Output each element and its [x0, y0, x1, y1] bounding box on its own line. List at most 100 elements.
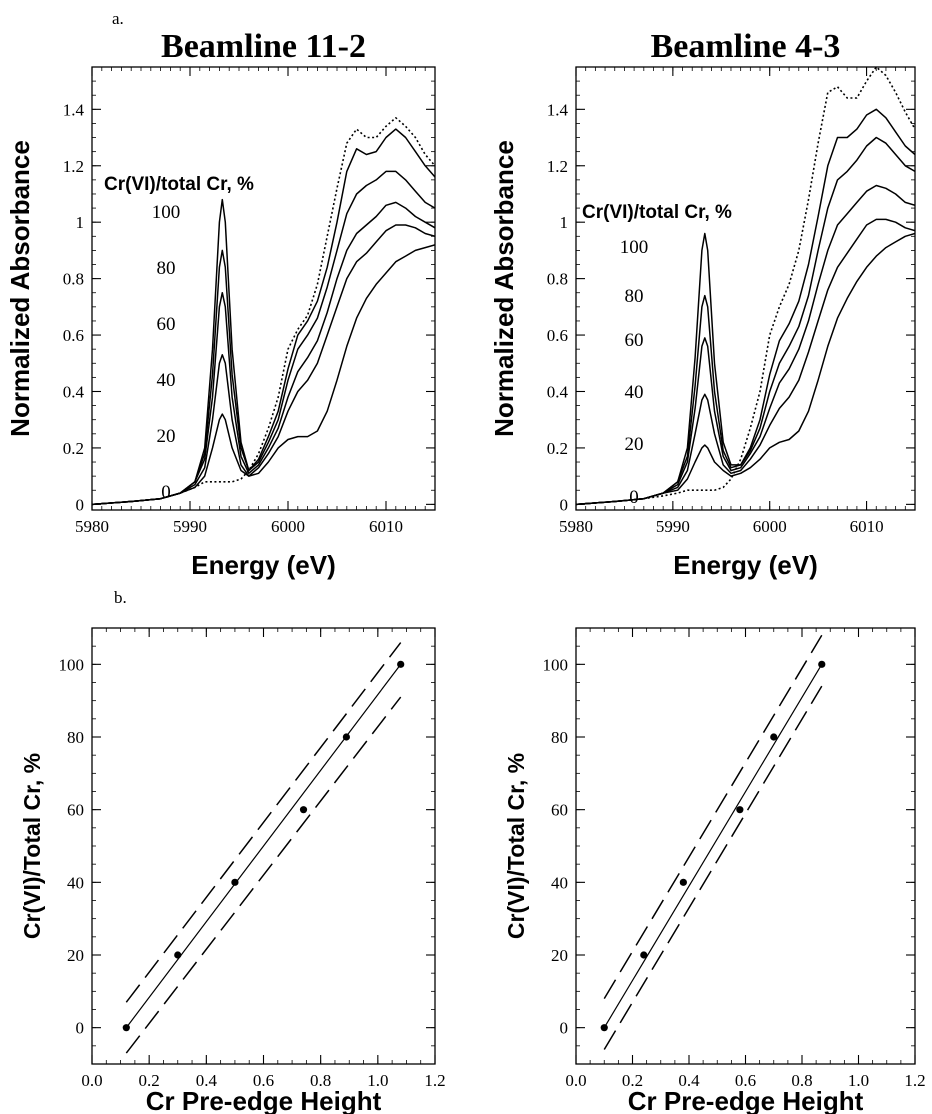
y-tick-label: 80 — [67, 728, 84, 747]
chart-b1: 0.0 0.2 0.4 0.6 0.8 1.0 1.2 0 20 40 60 80 100 Cr Pre-… — [19, 627, 446, 1114]
series-line-3 — [576, 184, 915, 506]
series-line-6 — [576, 67, 915, 506]
x-tick-label: 6010 — [850, 517, 884, 536]
annotation-title: Cr(VI)/total Cr, % — [104, 174, 254, 195]
y-tick-label: 0.4 — [63, 382, 85, 401]
annotation-label: 0 — [629, 487, 639, 508]
x-axis-label: Energy (eV) — [191, 550, 336, 580]
x-tick-label: 1.0 — [367, 1071, 388, 1090]
y-tick-label: 0.8 — [63, 270, 84, 289]
confidence-bound-1 — [603, 634, 823, 999]
annotation-label: 20 — [625, 434, 644, 455]
x-tick-label: 6000 — [271, 517, 305, 536]
data-point — [299, 806, 308, 814]
annotation-label: 80 — [157, 258, 176, 279]
data-point — [122, 1024, 130, 1032]
series-group — [92, 117, 435, 506]
chart-a1: 5980 5990 6000 601000.20.40.60.811.21.4Ener… — [5, 28, 436, 580]
annotation-label: 20 — [157, 426, 176, 447]
annotation-label: 0 — [161, 482, 171, 503]
data-point — [397, 660, 405, 668]
y-tick-label: 80 — [551, 728, 568, 747]
y-tick-label: 20 — [551, 946, 568, 965]
y-axis-label: Cr(VI)/Total Cr, % — [19, 753, 45, 939]
annotation-label: 40 — [157, 370, 176, 391]
x-tick-label: 6010 — [369, 517, 403, 536]
chart-title: Beamline 11-2 — [161, 28, 366, 65]
series-line-3 — [92, 201, 435, 506]
y-tick-label: 1.2 — [547, 157, 568, 176]
data-point — [818, 660, 826, 668]
y-tick-label: 0 — [76, 495, 85, 514]
series-line-4 — [92, 224, 435, 506]
annotation-label: 40 — [625, 382, 644, 403]
x-tick-label: 0.8 — [310, 1071, 331, 1090]
annotation-label: 100 — [152, 202, 181, 223]
x-tick-label: 0.0 — [81, 1071, 102, 1090]
series-line-1 — [92, 128, 435, 506]
confidence-bound-2 — [603, 685, 823, 1050]
series-line-6 — [92, 117, 435, 506]
chart-a2: 5980 5990 6000 601000.20.40.60.811.21.4Ener… — [489, 28, 916, 580]
y-tick-label: 40 — [67, 873, 84, 892]
panel-a-label: a. — [112, 9, 124, 28]
plot-frame — [575, 627, 916, 1065]
y-tick-label: 0.6 — [547, 326, 568, 345]
annotation-label: 100 — [620, 237, 649, 258]
x-tick-label: 0.6 — [735, 1071, 756, 1090]
y-tick-label: 0 — [76, 1019, 85, 1038]
y-tick-label: 60 — [67, 801, 84, 820]
data-point — [231, 878, 239, 886]
y-tick-label: 0 — [560, 1019, 569, 1038]
x-tick-label: 1.2 — [424, 1071, 445, 1090]
x-tick-label: 0.2 — [622, 1071, 643, 1090]
annotation-title: Cr(VI)/total Cr, % — [582, 202, 732, 223]
x-tick-label: 0.2 — [139, 1071, 160, 1090]
data-point — [736, 806, 744, 814]
y-axis-label: Cr(VI)/Total Cr, % — [503, 753, 529, 939]
y-tick-label: 0 — [560, 495, 569, 514]
y-tick-label: 0.2 — [547, 439, 568, 458]
x-tick-label: 0.0 — [565, 1071, 586, 1090]
y-tick-label: 1 — [76, 213, 85, 232]
chart-title: Beamline 4-3 — [651, 28, 841, 65]
charts-group: 5980 5990 6000 601000.20.40.60.811.21.4Ener… — [5, 28, 926, 1114]
chart-b2: 0.0 0.2 0.4 0.6 0.8 1.0 1.2 0 20 40 60 80 100 Cr Pre-… — [503, 627, 926, 1114]
y-tick-label: 100 — [59, 655, 85, 674]
x-axis-label: Energy (eV) — [673, 550, 818, 580]
y-tick-label: 1.4 — [547, 100, 569, 119]
x-tick-label: 0.4 — [196, 1071, 218, 1090]
y-tick-label: 100 — [543, 655, 569, 674]
panel-b-label: b. — [114, 588, 127, 607]
data-point — [770, 733, 778, 741]
x-tick-label: 5980 — [75, 517, 109, 536]
x-tick-label: 5990 — [656, 517, 690, 536]
confidence-bound-1 — [125, 642, 402, 1003]
x-tick-label: 0.8 — [791, 1071, 812, 1090]
x-tick-label: 6000 — [753, 517, 787, 536]
y-tick-label: 40 — [551, 873, 568, 892]
y-tick-label: 1.4 — [63, 100, 85, 119]
y-tick-label: 20 — [67, 946, 84, 965]
confidence-bound-2 — [125, 696, 402, 1054]
fit-line — [125, 663, 402, 1029]
series-line-1 — [576, 108, 915, 506]
x-tick-label: 5990 — [173, 517, 207, 536]
x-tick-label: 5980 — [559, 517, 593, 536]
y-tick-label: 1 — [560, 213, 569, 232]
x-tick-label: 1.0 — [848, 1071, 869, 1090]
plot-frame — [91, 66, 436, 511]
y-axis-label: Normalized Absorbance — [489, 140, 519, 437]
plot-frame — [575, 66, 916, 511]
data-point — [679, 878, 687, 886]
series-line-2 — [576, 136, 915, 506]
annotation-label: 80 — [625, 286, 644, 307]
annotation-label: 60 — [157, 314, 176, 335]
x-axis-label: Cr Pre-edge Height — [146, 1086, 382, 1114]
y-tick-label: 1.2 — [63, 157, 84, 176]
x-tick-label: 1.2 — [904, 1071, 925, 1090]
annotation-label: 60 — [625, 330, 644, 351]
data-point — [342, 733, 350, 741]
